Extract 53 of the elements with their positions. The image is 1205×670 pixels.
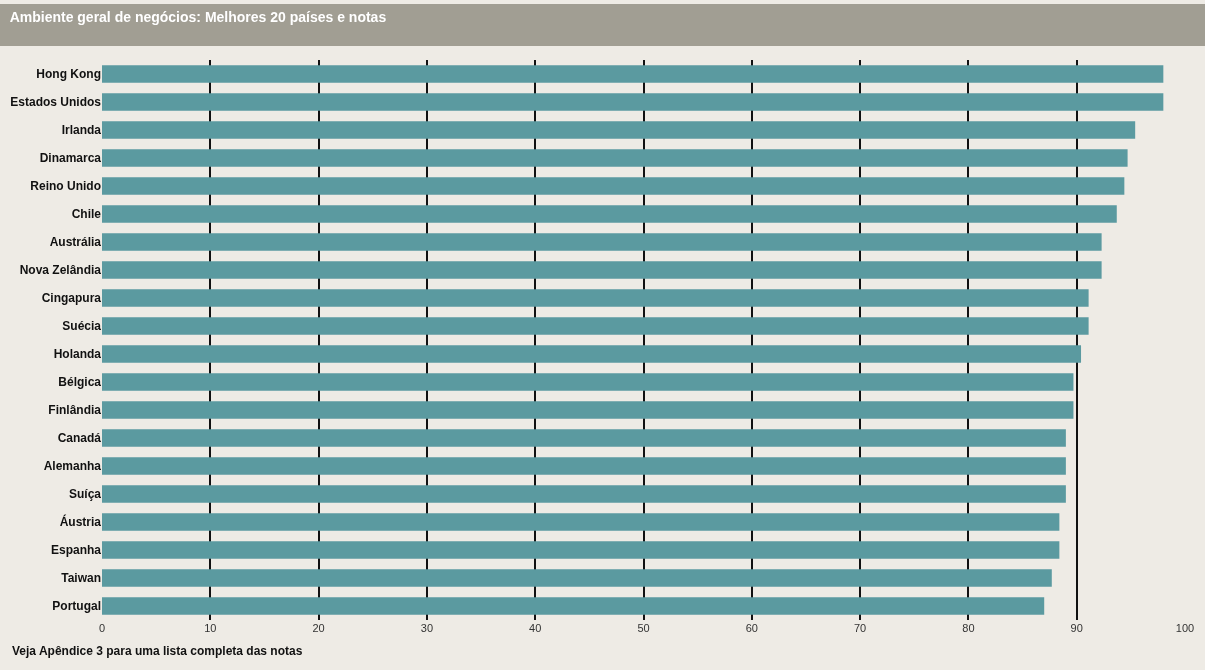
y-tick-label: Canadá bbox=[57, 431, 102, 446]
y-tick-label: Suíça bbox=[68, 487, 102, 502]
bar bbox=[102, 513, 1060, 531]
x-tick-label: 60 bbox=[745, 622, 758, 634]
y-tick-label: Alemanha bbox=[43, 459, 102, 474]
text: Veja Apêndice 3 para uma lista completa das notas bbox=[12, 644, 303, 658]
y-tick-label: Chile bbox=[71, 207, 102, 222]
chart-title: Ambiente geral de negócios: Melhores 20 países e notas bbox=[9, 8, 387, 25]
bar bbox=[102, 65, 1164, 83]
y-tick-label: Reino Unido bbox=[30, 179, 101, 194]
bar bbox=[102, 541, 1060, 559]
bar bbox=[102, 457, 1066, 475]
y-tick-label: Dinamarca bbox=[39, 151, 102, 166]
x-tick-label: 10 bbox=[204, 622, 217, 634]
bar bbox=[102, 401, 1074, 419]
bar bbox=[102, 485, 1066, 503]
bar bbox=[102, 597, 1045, 615]
bar bbox=[102, 317, 1089, 335]
bar bbox=[102, 429, 1066, 447]
x-tick-label: 90 bbox=[1070, 622, 1083, 634]
y-tick-label: Suécia bbox=[62, 319, 102, 334]
x-tick-label: 100 bbox=[1175, 622, 1195, 634]
y-tick-label: Espanha bbox=[50, 543, 102, 558]
x-tick-label: 0 bbox=[98, 622, 106, 634]
y-tick-label: Taiwan bbox=[61, 571, 101, 586]
x-tick-label: 40 bbox=[529, 622, 542, 634]
bar bbox=[102, 345, 1082, 363]
bar bbox=[102, 373, 1074, 391]
x-tick-label: 80 bbox=[962, 622, 975, 634]
y-tick-label: Hong Kong bbox=[36, 67, 101, 82]
y-tick-label: Holanda bbox=[53, 347, 102, 362]
y-tick-label: Irlanda bbox=[61, 123, 102, 138]
x-tick-label: 20 bbox=[312, 622, 325, 634]
bar bbox=[102, 149, 1128, 167]
bar bbox=[102, 233, 1102, 251]
y-tick-label: Bélgica bbox=[58, 375, 102, 390]
bar bbox=[102, 289, 1089, 307]
bar bbox=[102, 205, 1117, 223]
y-tick-label: Portugal bbox=[52, 599, 101, 614]
bar bbox=[102, 121, 1136, 139]
y-tick-label: Áustria bbox=[59, 514, 102, 530]
y-tick-label: Finlândia bbox=[48, 403, 102, 418]
bar bbox=[102, 177, 1125, 195]
x-tick-label: 50 bbox=[637, 622, 650, 634]
bar bbox=[102, 261, 1102, 279]
y-tick-label: Estados Unidos bbox=[10, 95, 102, 110]
bar bbox=[102, 569, 1052, 587]
y-tick-label: Nova Zelândia bbox=[19, 263, 102, 278]
x-tick-label: 30 bbox=[420, 622, 434, 634]
x-tick-label: 70 bbox=[853, 622, 867, 634]
bar bbox=[102, 93, 1164, 111]
y-tick-label: Austrália bbox=[49, 235, 102, 250]
y-tick-label: Cingapura bbox=[41, 291, 102, 306]
